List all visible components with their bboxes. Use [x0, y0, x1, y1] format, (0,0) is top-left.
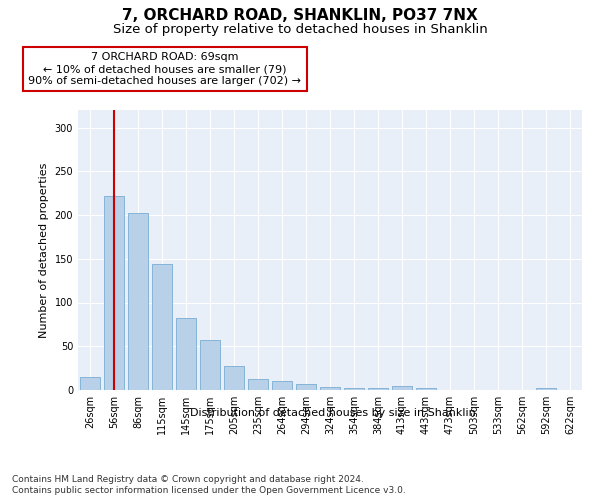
- Bar: [224, 366, 244, 390]
- Bar: [200, 340, 220, 390]
- Bar: [536, 388, 556, 390]
- Bar: [392, 386, 412, 390]
- Bar: [80, 377, 100, 390]
- Bar: [320, 386, 340, 390]
- Text: 7, ORCHARD ROAD, SHANKLIN, PO37 7NX: 7, ORCHARD ROAD, SHANKLIN, PO37 7NX: [122, 8, 478, 22]
- Text: Contains public sector information licensed under the Open Government Licence v3: Contains public sector information licen…: [12, 486, 406, 495]
- Bar: [248, 378, 268, 390]
- Bar: [176, 318, 196, 390]
- Bar: [272, 381, 292, 390]
- Bar: [104, 196, 124, 390]
- Bar: [128, 213, 148, 390]
- Text: 7 ORCHARD ROAD: 69sqm
← 10% of detached houses are smaller (79)
90% of semi-deta: 7 ORCHARD ROAD: 69sqm ← 10% of detached …: [29, 52, 302, 86]
- Bar: [344, 388, 364, 390]
- Y-axis label: Number of detached properties: Number of detached properties: [39, 162, 49, 338]
- Bar: [416, 388, 436, 390]
- Text: Distribution of detached houses by size in Shanklin: Distribution of detached houses by size …: [190, 408, 476, 418]
- Bar: [152, 264, 172, 390]
- Text: Contains HM Land Registry data © Crown copyright and database right 2024.: Contains HM Land Registry data © Crown c…: [12, 475, 364, 484]
- Text: Size of property relative to detached houses in Shanklin: Size of property relative to detached ho…: [113, 22, 487, 36]
- Bar: [368, 388, 388, 390]
- Bar: [296, 384, 316, 390]
